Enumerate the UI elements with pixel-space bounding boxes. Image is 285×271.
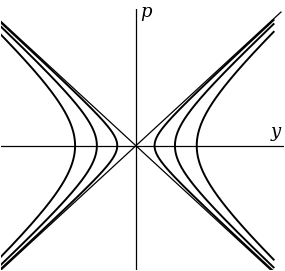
Text: y: y xyxy=(271,124,281,141)
Text: p: p xyxy=(141,3,152,21)
